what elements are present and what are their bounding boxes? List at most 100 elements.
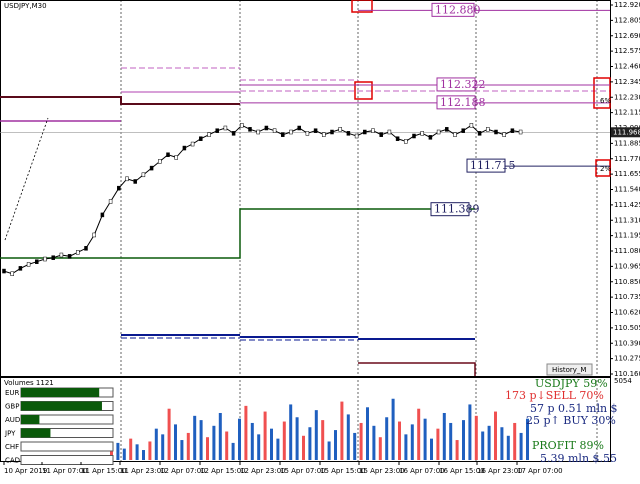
candle [494, 129, 498, 135]
volume-bar [154, 428, 158, 460]
history-button-label[interactable]: History_M [552, 366, 586, 374]
candle [404, 139, 408, 144]
candle [141, 172, 146, 178]
candle [420, 131, 424, 136]
time-label: 12 Apr 23:00 [240, 467, 286, 475]
time-label: 16 Apr 23:00 [477, 467, 523, 475]
candle [108, 199, 113, 204]
volume-bar [506, 435, 510, 460]
volume-max-label: 5054 [614, 377, 632, 385]
time-label: 11 Apr 15:00 [81, 467, 127, 475]
strength-track [20, 455, 114, 465]
price-tick-label: 110.620 [614, 309, 640, 317]
volume-bar [481, 431, 485, 460]
candle [453, 132, 457, 137]
candle [272, 128, 277, 133]
info-text: PROFIT 89% [532, 439, 604, 452]
volume-bar [474, 415, 478, 460]
volume-bar [340, 401, 344, 460]
highlight-boxes [351, 0, 611, 177]
price-line [3, 124, 521, 275]
volume-bar [174, 424, 177, 460]
volume-bar [193, 415, 197, 460]
volume-bar [468, 404, 472, 460]
candle [469, 123, 474, 128]
volume-bar [321, 420, 325, 460]
price-tick-label: 111.885 [614, 139, 640, 147]
volume-bar [129, 438, 133, 460]
candle [35, 259, 39, 264]
candle [445, 127, 449, 132]
volume-bar [398, 421, 401, 460]
current-price-label: 111.968 [613, 128, 640, 136]
strength-bar [21, 401, 102, 411]
level-box [430, 202, 470, 217]
volume-bar [186, 432, 190, 460]
candle [264, 125, 269, 131]
candle [231, 131, 236, 136]
time-label: 12 Apr 15:00 [200, 467, 246, 475]
volume-bar [404, 434, 408, 460]
price-tick-label: 111.080 [614, 247, 640, 255]
info-text: 5.39 mln $.55 [540, 452, 617, 465]
volume-bar [167, 408, 171, 460]
volume-bar [526, 418, 529, 460]
candle [174, 155, 178, 160]
time-label: 10 Apr 2019 [4, 467, 47, 475]
candle [379, 132, 383, 137]
history-button[interactable] [546, 363, 593, 376]
strength-bar [21, 428, 51, 438]
candle [371, 128, 375, 133]
price-tick-label: 112.805 [614, 16, 640, 24]
candle [92, 232, 96, 238]
level-box [431, 2, 475, 17]
candle [59, 252, 64, 258]
volume-bar [142, 450, 145, 460]
price-tick-label: 111.195 [614, 232, 640, 240]
price-tick-label: 110.390 [614, 339, 640, 347]
price-tick-label: 112.575 [614, 47, 640, 55]
strength-bar [21, 388, 100, 397]
volume-bar [244, 405, 248, 460]
candle [330, 129, 334, 135]
candle [133, 179, 137, 184]
volume-bar [423, 418, 427, 460]
candle [461, 128, 465, 133]
volume-bar [430, 438, 433, 460]
volume-bar [122, 448, 126, 460]
candle [510, 128, 515, 133]
volume-bar [295, 417, 299, 460]
volume-bar [270, 428, 273, 460]
volume-bar [327, 441, 331, 460]
candle [289, 129, 293, 135]
candle [346, 131, 351, 136]
symbol-label: USDJPY,M30 [4, 2, 47, 10]
volume-bar [372, 425, 376, 460]
level-box [436, 77, 476, 92]
volume-bar [308, 427, 312, 460]
time-label: 11 Apr 07:00 [42, 467, 88, 475]
price-tick-label: 111.310 [614, 216, 640, 224]
info-text: 57 p 0.51 mln $ [530, 402, 618, 415]
price-tick-label: 112.690 [614, 32, 640, 40]
volume-bar [462, 420, 465, 460]
volume-bar [334, 430, 337, 460]
volume-bar [410, 424, 414, 460]
level-label: 111.715 [470, 159, 516, 172]
percent-badge: 2% [600, 165, 611, 173]
candle [149, 165, 154, 171]
candle [125, 176, 129, 182]
info-text: USDJPY 59% [535, 377, 608, 390]
info-text: 173 p↓SELL 70% [505, 389, 604, 402]
volume-bar [238, 418, 241, 460]
time-label: 16 Apr 15:00 [439, 467, 485, 475]
volume-bar [199, 420, 203, 460]
level-box [466, 158, 506, 173]
candle [76, 250, 80, 255]
volume-bar [513, 422, 517, 460]
candle [18, 266, 23, 271]
price-tick-label: 111.770 [614, 155, 640, 163]
candle [158, 159, 162, 164]
price-tick-label: 112.115 [614, 109, 640, 117]
